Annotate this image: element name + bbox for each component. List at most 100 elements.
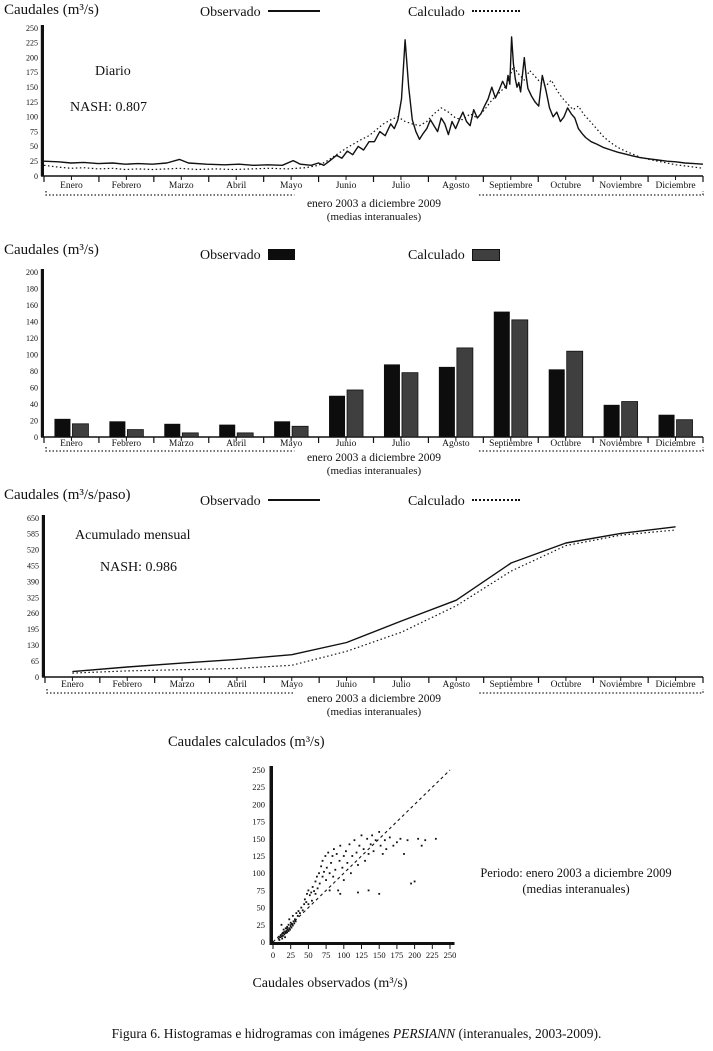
svg-text:Mayo: Mayo bbox=[281, 680, 303, 690]
svg-text:25: 25 bbox=[30, 157, 38, 166]
svg-text:Julio: Julio bbox=[392, 680, 411, 690]
svg-text:150: 150 bbox=[373, 950, 386, 960]
chart2-legend-calculado: Calculado bbox=[408, 248, 500, 264]
chart1-legend-observado: Observado bbox=[200, 5, 320, 21]
svg-text:585: 585 bbox=[27, 530, 39, 539]
svg-text:Julio: Julio bbox=[392, 181, 411, 191]
chart3-period-line1: enero 2003 a diciembre 2009 bbox=[306, 693, 442, 705]
svg-text:75: 75 bbox=[257, 885, 266, 895]
svg-text:Abril: Abril bbox=[226, 181, 246, 191]
svg-text:Octubre: Octubre bbox=[550, 181, 581, 191]
chart3-nash-score: NASH: 0.986 bbox=[100, 560, 178, 575]
svg-text:Mayo: Mayo bbox=[280, 181, 302, 191]
svg-text:175: 175 bbox=[391, 950, 404, 960]
svg-text:200: 200 bbox=[252, 799, 265, 809]
svg-text:Octubre: Octubre bbox=[550, 439, 581, 449]
svg-text:Enero: Enero bbox=[61, 680, 84, 690]
svg-text:Mayo: Mayo bbox=[280, 439, 302, 449]
svg-text:Agosto: Agosto bbox=[443, 680, 471, 690]
chart2-period-line1: enero 2003 a diciembre 2009 bbox=[306, 452, 442, 464]
svg-text:195: 195 bbox=[27, 625, 39, 634]
svg-text:75: 75 bbox=[322, 950, 331, 960]
gray-bar-swatch-icon bbox=[471, 248, 500, 261]
black-bar-swatch-icon bbox=[267, 249, 295, 261]
svg-text:100: 100 bbox=[26, 350, 38, 359]
svg-text:Agosto: Agosto bbox=[442, 181, 470, 191]
monthly-bars-plot: 0 20 40 60 80 100 120 140 160 180 200 Enero Febrero M… bbox=[26, 268, 704, 452]
caption-suffix: (interanuales, 2003-2009). bbox=[455, 1026, 602, 1041]
svg-text:130: 130 bbox=[27, 641, 39, 650]
svg-text:200: 200 bbox=[26, 53, 38, 62]
caption-italic: PERSIANN bbox=[392, 1026, 456, 1041]
scatter-plot: 00 25 25 50 50 75 75 100 100 125 125 150 150 175 175 20… bbox=[252, 765, 457, 960]
solid-line-swatch-icon bbox=[267, 10, 320, 13]
svg-text:65: 65 bbox=[31, 657, 39, 666]
svg-text:Febrero: Febrero bbox=[112, 439, 142, 449]
svg-text:0: 0 bbox=[34, 172, 38, 181]
chart3-period-line2: (medias interanuales) bbox=[326, 706, 422, 718]
svg-text:175: 175 bbox=[26, 68, 38, 77]
svg-text:50: 50 bbox=[257, 903, 266, 913]
svg-text:Octubre: Octubre bbox=[551, 680, 582, 690]
svg-text:75: 75 bbox=[30, 127, 38, 136]
svg-text:225: 225 bbox=[426, 950, 439, 960]
svg-text:20: 20 bbox=[30, 416, 38, 425]
cumulative-monthly-plot: 0 65 130 195 260 325 390 455 520 585 650 Enero Febre… bbox=[27, 514, 704, 694]
svg-text:250: 250 bbox=[444, 950, 457, 960]
chart3-legend-observado: Observado bbox=[200, 494, 320, 510]
svg-text:60: 60 bbox=[30, 383, 38, 392]
svg-text:150: 150 bbox=[252, 834, 265, 844]
svg-text:Junio: Junio bbox=[336, 439, 357, 449]
svg-text:250: 250 bbox=[26, 24, 38, 33]
chart1-legend-calculado-label: Calculado bbox=[408, 5, 465, 20]
daily-hydrograph-plot: 0 25 50 75 100 125 150 175 200 225 250 Enero Febrero… bbox=[26, 24, 704, 196]
chart1-period-line1: enero 2003 a diciembre 2009 bbox=[306, 198, 442, 210]
svg-text:175: 175 bbox=[252, 817, 265, 827]
svg-text:140: 140 bbox=[26, 317, 38, 326]
svg-text:390: 390 bbox=[27, 577, 39, 586]
chart4-note-line1: Periodo: enero 2003 a diciembre 2009 bbox=[480, 866, 672, 880]
svg-text:125: 125 bbox=[252, 851, 265, 861]
svg-text:225: 225 bbox=[26, 39, 38, 48]
svg-text:Marzo: Marzo bbox=[169, 439, 194, 449]
svg-text:50: 50 bbox=[30, 142, 38, 151]
svg-text:Abril: Abril bbox=[226, 439, 246, 449]
chart3-y-axis-title: Caudales (m³/s/paso) bbox=[4, 487, 131, 503]
svg-text:Junio: Junio bbox=[336, 181, 357, 191]
svg-text:Diciembre: Diciembre bbox=[655, 439, 695, 449]
chart2-period-line2: (medias interanuales) bbox=[326, 465, 422, 477]
chart3-legend-calculado-label: Calculado bbox=[408, 494, 465, 509]
svg-text:25: 25 bbox=[257, 920, 266, 930]
svg-text:100: 100 bbox=[252, 868, 265, 878]
chart1-period-line2: (medias interanuales) bbox=[326, 211, 422, 223]
svg-text:200: 200 bbox=[408, 950, 421, 960]
svg-text:225: 225 bbox=[252, 782, 265, 792]
svg-text:325: 325 bbox=[27, 593, 39, 602]
svg-text:0: 0 bbox=[35, 673, 39, 682]
svg-text:80: 80 bbox=[30, 367, 38, 376]
chart1-legend-calculado: Calculado bbox=[408, 5, 520, 21]
dotted-line-swatch-icon bbox=[471, 499, 520, 502]
svg-text:Noviembre: Noviembre bbox=[599, 439, 642, 449]
svg-text:Abril: Abril bbox=[227, 680, 247, 690]
svg-text:Septiembre: Septiembre bbox=[489, 181, 532, 191]
svg-text:200: 200 bbox=[26, 268, 38, 277]
chart3-annotation-acumulado: Acumulado mensual bbox=[75, 528, 191, 543]
svg-text:Noviembre: Noviembre bbox=[599, 680, 642, 690]
svg-text:125: 125 bbox=[355, 950, 368, 960]
chart1-y-axis-title: Caudales (m³/s) bbox=[4, 2, 99, 18]
svg-text:25: 25 bbox=[286, 950, 295, 960]
svg-text:520: 520 bbox=[27, 546, 39, 555]
chart2-y-axis-title: Caudales (m³/s) bbox=[4, 242, 99, 258]
chart1-legend-observado-label: Observado bbox=[200, 5, 261, 20]
svg-text:Junio: Junio bbox=[336, 680, 357, 690]
svg-text:Enero: Enero bbox=[60, 181, 83, 191]
svg-text:Noviembre: Noviembre bbox=[599, 181, 642, 191]
chart2-legend-observado-label: Observado bbox=[200, 248, 261, 263]
svg-text:180: 180 bbox=[26, 284, 38, 293]
chart3-legend-calculado: Calculado bbox=[408, 494, 520, 510]
svg-text:250: 250 bbox=[252, 765, 265, 775]
svg-text:50: 50 bbox=[304, 950, 313, 960]
svg-text:Septiembre: Septiembre bbox=[489, 439, 532, 449]
svg-text:Diciembre: Diciembre bbox=[656, 680, 696, 690]
